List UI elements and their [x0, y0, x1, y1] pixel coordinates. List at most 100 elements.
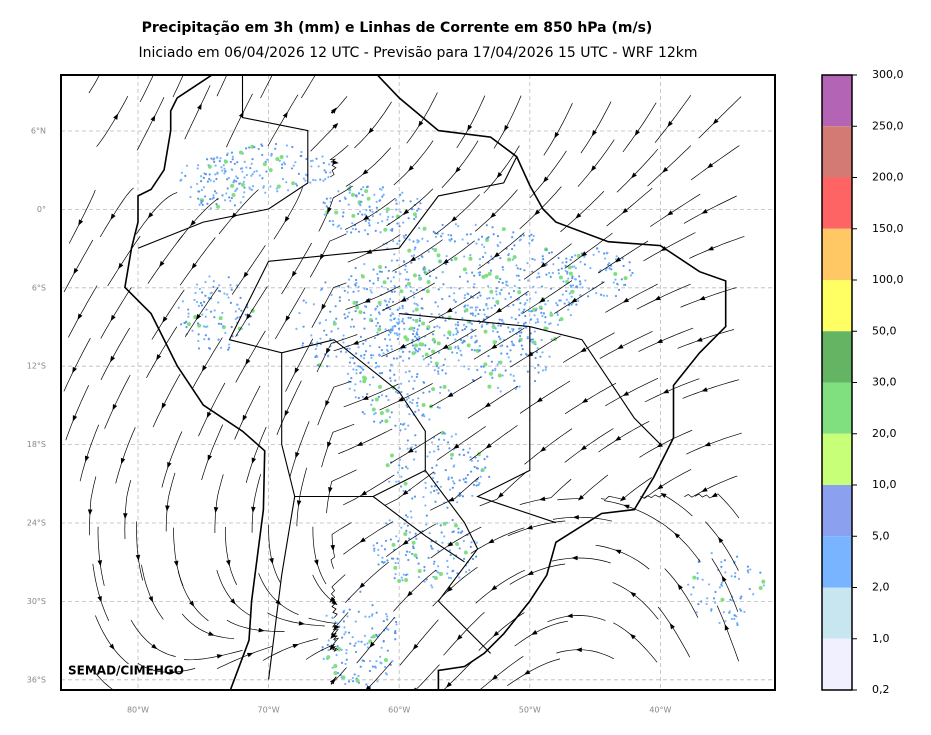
- streamline-arrow: [578, 494, 584, 501]
- precip-cell: [446, 572, 449, 575]
- precip-cell: [459, 349, 462, 352]
- precip-cell: [454, 300, 457, 303]
- precip-cell: [370, 403, 373, 406]
- precip-cell: [223, 167, 226, 170]
- precip-cell: [376, 221, 380, 225]
- precip-cell: [545, 263, 548, 266]
- precip-cell: [475, 480, 478, 483]
- precip-cell: [376, 321, 379, 325]
- precip-cell: [200, 188, 204, 192]
- precip-cell: [571, 284, 575, 287]
- streamline-arrow: [490, 343, 498, 350]
- precip-cell: [441, 369, 444, 372]
- precip-cell: [229, 301, 233, 304]
- precip-cell: [376, 305, 379, 308]
- precip-cell: [521, 347, 524, 351]
- precip-cell: [438, 259, 441, 263]
- precip-cell: [390, 319, 393, 322]
- precip-cell: [497, 324, 500, 327]
- precip-cell: [238, 150, 243, 155]
- streamline: [392, 239, 443, 272]
- subtitle: Iniciado em 06/04/2026 12 UTC - Previsão…: [138, 45, 697, 61]
- precip-cell: [534, 356, 537, 360]
- precip-cell: [364, 213, 367, 216]
- precip-cell: [565, 298, 568, 301]
- precip-cell: [348, 191, 351, 194]
- precip-cell: [393, 284, 396, 288]
- precip-cell: [442, 438, 446, 442]
- streamline: [333, 329, 390, 352]
- precip-cell: [215, 191, 218, 195]
- precip-cell: [343, 633, 346, 636]
- precip-cell: [476, 306, 479, 309]
- streamline: [379, 383, 433, 411]
- precip-cell: [526, 262, 529, 265]
- precip-cell: [451, 486, 454, 489]
- precip-cell: [323, 169, 326, 172]
- streamline: [184, 287, 219, 337]
- precip-cell: [378, 312, 381, 316]
- precip-cell: [762, 584, 765, 587]
- precip-cell: [339, 227, 343, 230]
- streamline: [151, 289, 185, 340]
- colorbar-label: 30,0: [872, 376, 897, 389]
- precip-cell: [382, 561, 385, 564]
- precip-cell: [427, 363, 430, 366]
- precip-cell: [487, 285, 490, 288]
- precip-cell: [355, 368, 358, 372]
- streamline-arrow: [369, 641, 375, 648]
- precip-cell: [478, 273, 481, 277]
- precip-cell: [752, 593, 755, 596]
- precip-cell: [408, 531, 411, 534]
- streamline: [338, 428, 393, 455]
- precip-cell: [388, 480, 391, 483]
- precip-cell: [394, 379, 397, 382]
- precip-cell: [738, 608, 742, 611]
- streamline: [276, 380, 302, 436]
- precip-cell: [402, 199, 405, 202]
- precip-cell: [333, 639, 337, 642]
- precip-cell: [449, 452, 454, 457]
- streamline: [173, 527, 184, 587]
- border: [228, 261, 491, 654]
- streamline: [643, 232, 696, 262]
- precip-cell: [349, 189, 352, 192]
- precip-cell: [355, 372, 358, 375]
- precip-cell: [471, 312, 474, 315]
- precip-cell: [310, 165, 313, 168]
- precip-cell: [373, 193, 376, 196]
- streamline-arrow: [285, 315, 291, 322]
- streamline: [274, 287, 306, 340]
- precip-cell: [431, 247, 434, 250]
- precip-cell: [409, 510, 412, 513]
- precip-cell: [506, 352, 509, 355]
- precip-cell: [341, 675, 346, 680]
- streamline-arrow: [165, 505, 170, 512]
- precip-cell: [541, 255, 544, 258]
- precip-cell: [353, 644, 356, 647]
- streamline: [216, 646, 273, 670]
- streamline-arrow: [660, 246, 667, 252]
- precip-cell: [509, 373, 512, 376]
- precip-cell: [734, 575, 737, 578]
- precip-cell: [543, 326, 548, 331]
- streamline-arrow: [185, 60, 192, 67]
- precip-cell: [324, 318, 328, 322]
- precip-cell: [359, 365, 362, 368]
- precip-cell: [362, 375, 367, 380]
- lat-label: 24°S: [27, 519, 46, 528]
- precip-cell: [230, 151, 234, 154]
- precip-cell: [242, 195, 245, 199]
- precip-cell: [463, 550, 468, 555]
- precip-cell: [354, 642, 357, 645]
- precip-cell: [575, 285, 578, 288]
- streamline-arrow: [317, 63, 324, 71]
- precip-cell: [724, 620, 727, 623]
- colorbar-label: 200,0: [872, 171, 904, 184]
- precip-cell: [452, 569, 455, 572]
- streamline: [698, 96, 742, 139]
- precip-cell: [347, 298, 351, 302]
- precip-cell: [574, 254, 577, 257]
- streamline: [658, 520, 701, 563]
